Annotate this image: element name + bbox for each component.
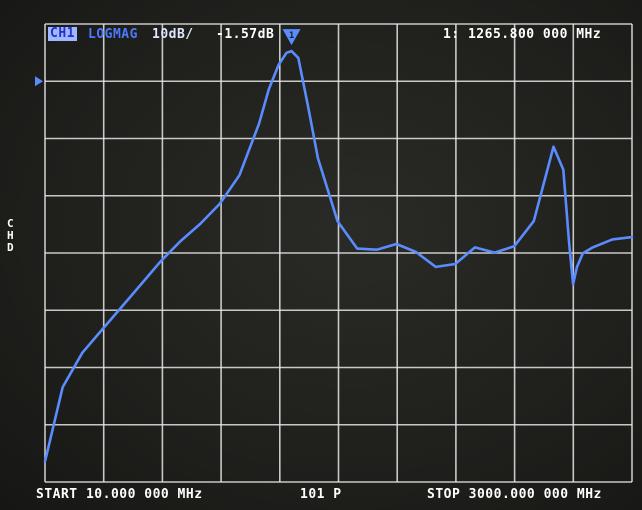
reference-value: -1.57dB: [216, 27, 275, 42]
marker-readout: 1: 1265.800 000 MHz: [443, 27, 602, 42]
trace-line: [43, 49, 634, 463]
format-label[interactable]: LOGMAG: [88, 27, 138, 42]
start-frequency: START 10.000 000 MHz: [36, 487, 203, 502]
channel-tag[interactable]: CH1: [48, 26, 77, 41]
channel-side-label: CH D: [7, 217, 15, 254]
scale-label[interactable]: 10dB/: [152, 27, 194, 42]
marker-number: 1: [289, 31, 294, 41]
sweep-points: 101 P: [300, 487, 342, 502]
grid-horizontal-lines: [45, 23, 632, 483]
marker-triangle-icon: [282, 29, 301, 46]
reference-level-icon: [35, 76, 43, 87]
stop-frequency: STOP 3000.000 000 MHz: [427, 487, 602, 502]
marker-1: 1: [282, 29, 301, 46]
